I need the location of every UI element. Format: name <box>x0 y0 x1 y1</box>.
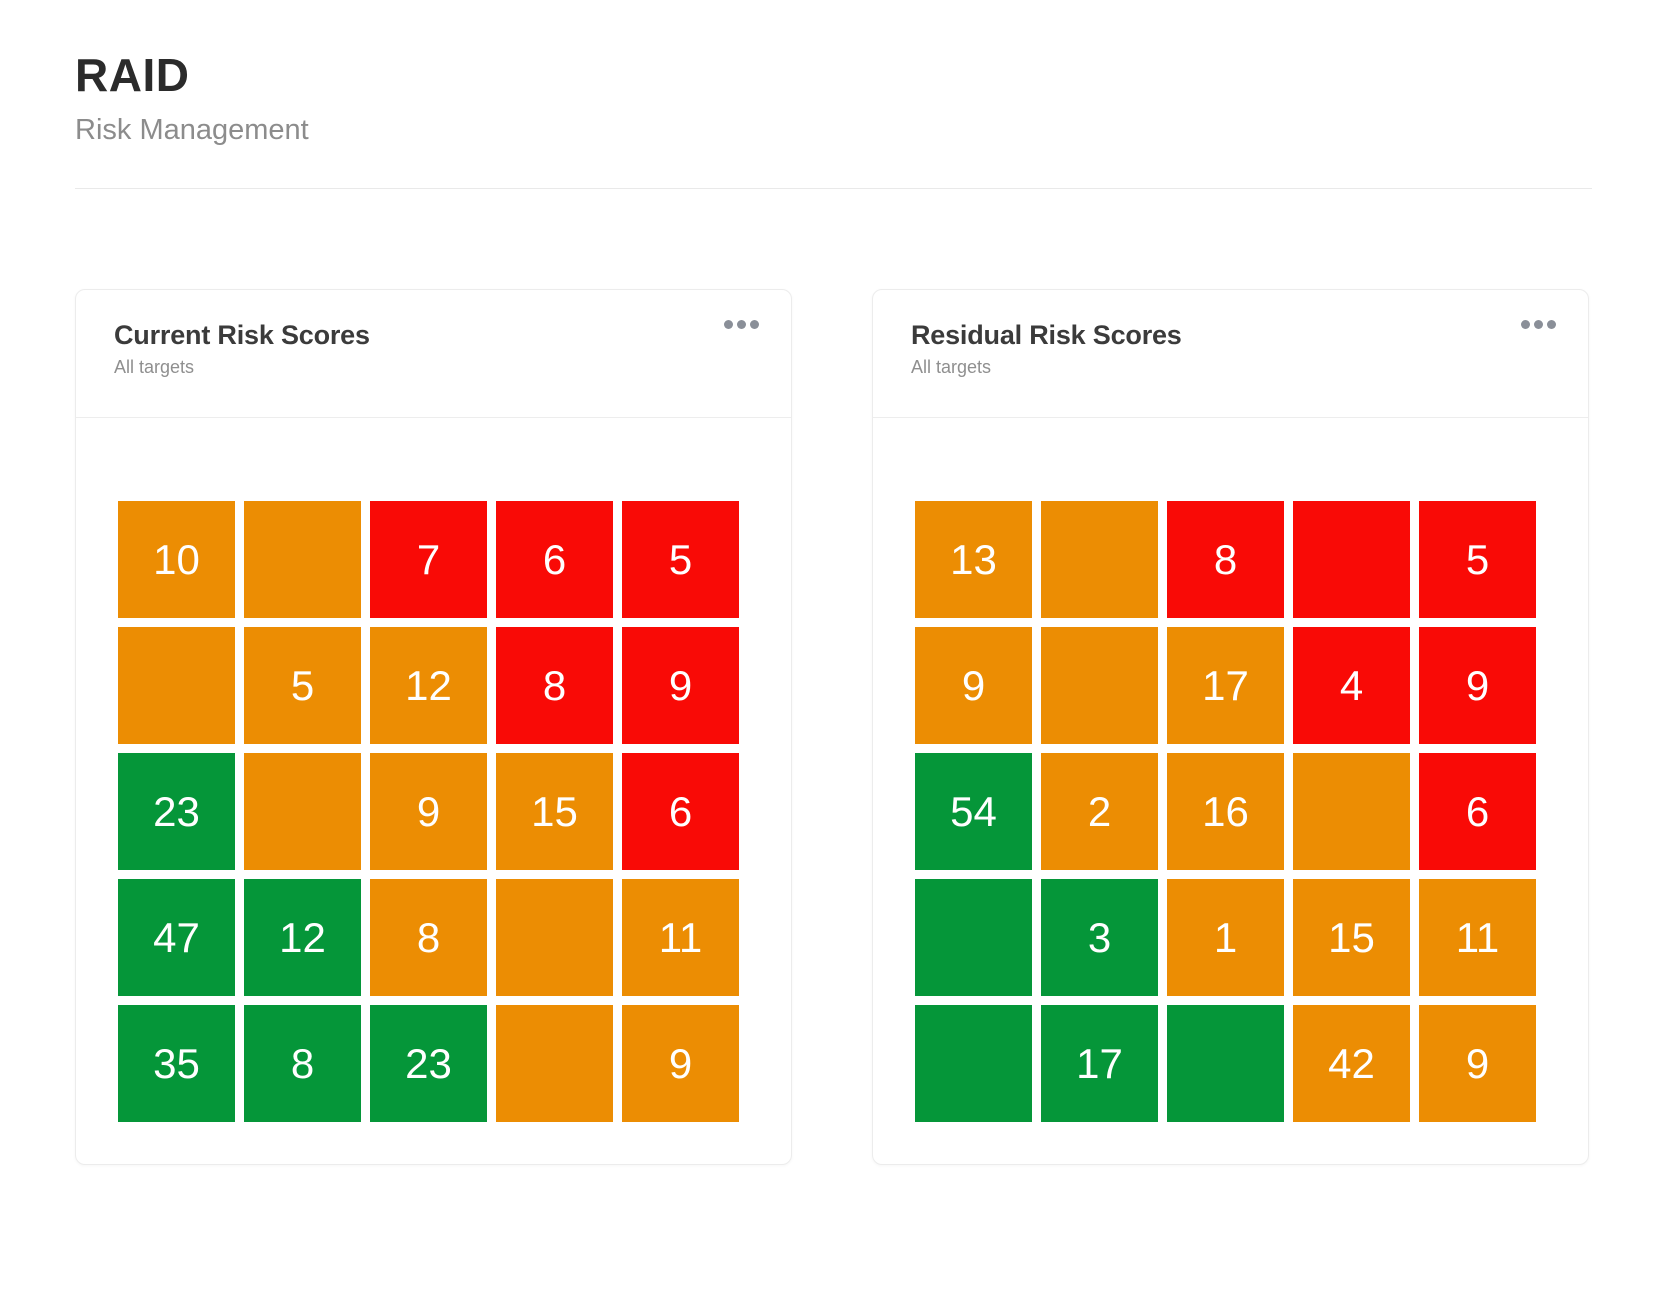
matrix-cell[interactable]: 17 <box>1167 627 1284 744</box>
matrix-cell[interactable]: 9 <box>1419 1005 1536 1122</box>
matrix-cell[interactable]: 10 <box>118 501 235 618</box>
matrix-cell[interactable]: 6 <box>622 753 739 870</box>
card-header: Current Risk Scores All targets <box>76 290 791 418</box>
matrix-cell[interactable] <box>1293 753 1410 870</box>
ellipsis-dot <box>724 320 733 329</box>
current-risk-card: Current Risk Scores All targets 10 7 6 5 5 12… <box>75 289 792 1165</box>
matrix-cell[interactable] <box>915 879 1032 996</box>
matrix-cell[interactable]: 12 <box>370 627 487 744</box>
matrix-wrap: 10 7 6 5 5 12 8 9 23 9 15 6 47 12 8 11 35 8 23 9 <box>76 418 791 1122</box>
page-subtitle: Risk Management <box>75 114 309 146</box>
cards-row: Current Risk Scores All targets 10 7 6 5 5 12… <box>75 289 1667 1165</box>
card-subtitle: All targets <box>114 357 195 377</box>
matrix-cell[interactable]: 42 <box>1293 1005 1410 1122</box>
matrix-cell[interactable]: 35 <box>118 1005 235 1122</box>
card-menu-button[interactable] <box>716 312 767 337</box>
ellipsis-icon <box>1521 320 1556 329</box>
matrix-cell[interactable]: 4 <box>1293 627 1410 744</box>
matrix-cell[interactable]: 1 <box>1167 879 1284 996</box>
matrix-cell[interactable]: 47 <box>118 879 235 996</box>
matrix-cell[interactable] <box>244 753 361 870</box>
matrix-cell[interactable]: 17 <box>1041 1005 1158 1122</box>
residual-risk-matrix: 13 8 5 9 17 4 9 54 2 16 6 3 1 15 11 17 42 9 <box>915 501 1536 1122</box>
page-header: RAID Risk Management <box>75 50 1592 148</box>
matrix-cell[interactable]: 6 <box>496 501 613 618</box>
page-title: RAID <box>75 49 190 101</box>
matrix-cell[interactable] <box>244 501 361 618</box>
matrix-cell[interactable]: 6 <box>1419 753 1536 870</box>
ellipsis-icon <box>724 320 759 329</box>
matrix-cell[interactable]: 8 <box>370 879 487 996</box>
matrix-cell[interactable] <box>496 1005 613 1122</box>
matrix-cell[interactable]: 5 <box>1419 501 1536 618</box>
ellipsis-dot <box>1534 320 1543 329</box>
matrix-cell[interactable]: 3 <box>1041 879 1158 996</box>
card-header: Residual Risk Scores All targets <box>873 290 1588 418</box>
matrix-cell[interactable]: 7 <box>370 501 487 618</box>
matrix-cell[interactable]: 8 <box>496 627 613 744</box>
matrix-cell[interactable]: 15 <box>1293 879 1410 996</box>
matrix-cell[interactable]: 2 <box>1041 753 1158 870</box>
ellipsis-dot <box>750 320 759 329</box>
matrix-cell[interactable]: 11 <box>1419 879 1536 996</box>
card-title: Current Risk Scores <box>114 320 370 350</box>
header-divider <box>75 188 1592 189</box>
matrix-cell[interactable]: 23 <box>370 1005 487 1122</box>
matrix-cell[interactable] <box>118 627 235 744</box>
card-subtitle: All targets <box>911 357 992 377</box>
matrix-cell[interactable]: 54 <box>915 753 1032 870</box>
matrix-cell[interactable]: 8 <box>1167 501 1284 618</box>
matrix-cell[interactable]: 9 <box>1419 627 1536 744</box>
matrix-cell[interactable]: 9 <box>370 753 487 870</box>
card-menu-button[interactable] <box>1513 312 1564 337</box>
residual-risk-card: Residual Risk Scores All targets 13 8 5 9 17… <box>872 289 1589 1165</box>
ellipsis-dot <box>1521 320 1530 329</box>
matrix-cell[interactable]: 8 <box>244 1005 361 1122</box>
ellipsis-dot <box>1547 320 1556 329</box>
matrix-cell[interactable]: 16 <box>1167 753 1284 870</box>
current-risk-matrix: 10 7 6 5 5 12 8 9 23 9 15 6 47 12 8 11 35 8 23 9 <box>118 501 739 1122</box>
matrix-cell[interactable] <box>1041 501 1158 618</box>
matrix-cell[interactable] <box>1293 501 1410 618</box>
matrix-cell[interactable] <box>915 1005 1032 1122</box>
matrix-cell[interactable]: 13 <box>915 501 1032 618</box>
matrix-cell[interactable]: 9 <box>622 627 739 744</box>
ellipsis-dot <box>737 320 746 329</box>
matrix-wrap: 13 8 5 9 17 4 9 54 2 16 6 3 1 15 11 17 42 9 <box>873 418 1588 1122</box>
matrix-cell[interactable]: 9 <box>622 1005 739 1122</box>
matrix-cell[interactable]: 5 <box>244 627 361 744</box>
matrix-cell[interactable]: 5 <box>622 501 739 618</box>
matrix-cell[interactable] <box>496 879 613 996</box>
matrix-cell[interactable]: 15 <box>496 753 613 870</box>
matrix-cell[interactable]: 11 <box>622 879 739 996</box>
matrix-cell[interactable] <box>1167 1005 1284 1122</box>
card-title: Residual Risk Scores <box>911 320 1182 350</box>
matrix-cell[interactable] <box>1041 627 1158 744</box>
matrix-cell[interactable]: 12 <box>244 879 361 996</box>
matrix-cell[interactable]: 23 <box>118 753 235 870</box>
matrix-cell[interactable]: 9 <box>915 627 1032 744</box>
